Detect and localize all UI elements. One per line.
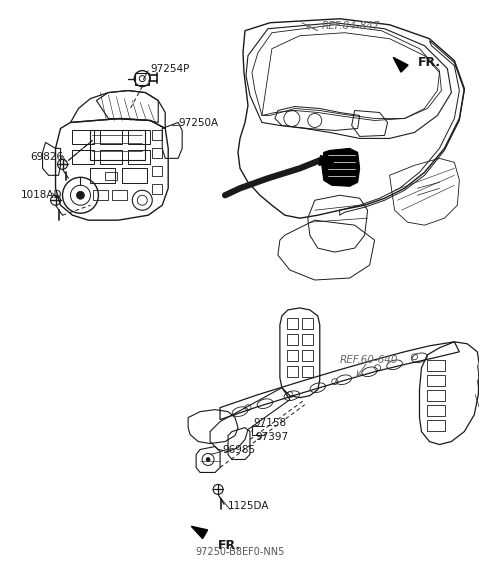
Bar xyxy=(128,131,150,145)
Bar xyxy=(346,157,352,162)
Bar xyxy=(152,166,162,176)
Bar xyxy=(287,366,298,377)
Text: 97250-B8EF0-NN5: 97250-B8EF0-NN5 xyxy=(195,547,285,557)
Bar xyxy=(326,175,332,179)
Bar xyxy=(346,166,352,170)
Text: 97250A: 97250A xyxy=(178,119,218,128)
Bar xyxy=(346,175,352,179)
Polygon shape xyxy=(393,57,408,72)
Bar xyxy=(152,149,162,158)
Bar xyxy=(72,150,95,164)
Text: REF.84-847: REF.84-847 xyxy=(322,21,380,31)
Text: 97397: 97397 xyxy=(255,432,288,442)
Bar xyxy=(135,73,149,85)
Text: 1018AD: 1018AD xyxy=(21,190,62,200)
Polygon shape xyxy=(319,155,334,166)
Bar xyxy=(428,420,445,431)
Circle shape xyxy=(206,458,210,462)
Polygon shape xyxy=(192,526,207,538)
Text: FR.: FR. xyxy=(218,539,241,552)
Bar xyxy=(128,150,150,164)
Bar xyxy=(302,350,313,361)
Circle shape xyxy=(76,192,84,199)
Bar xyxy=(94,190,108,200)
Polygon shape xyxy=(322,149,360,186)
Text: FR.: FR. xyxy=(418,56,441,69)
Bar xyxy=(152,184,162,194)
Bar xyxy=(302,318,313,329)
Bar xyxy=(326,157,332,162)
Bar xyxy=(287,334,298,345)
Bar xyxy=(122,168,147,183)
Bar xyxy=(287,350,298,361)
Text: 97254P: 97254P xyxy=(150,64,190,73)
Text: REF.60-640: REF.60-640 xyxy=(340,355,398,365)
Bar xyxy=(100,150,122,164)
Text: 69826: 69826 xyxy=(31,153,64,162)
Bar xyxy=(72,131,95,145)
Bar xyxy=(326,166,332,170)
Bar xyxy=(90,131,145,160)
Bar xyxy=(428,375,445,386)
Text: 96985: 96985 xyxy=(222,445,255,454)
Bar xyxy=(287,318,298,329)
Bar xyxy=(428,405,445,416)
Bar xyxy=(100,131,122,145)
Bar xyxy=(302,366,313,377)
Bar xyxy=(106,172,117,180)
Bar xyxy=(90,168,115,183)
Bar xyxy=(302,334,313,345)
Bar xyxy=(428,360,445,371)
Bar xyxy=(428,390,445,401)
Text: 1125DA: 1125DA xyxy=(228,501,270,511)
Text: 97158: 97158 xyxy=(253,418,286,428)
Bar xyxy=(112,190,127,200)
Bar xyxy=(152,131,162,141)
